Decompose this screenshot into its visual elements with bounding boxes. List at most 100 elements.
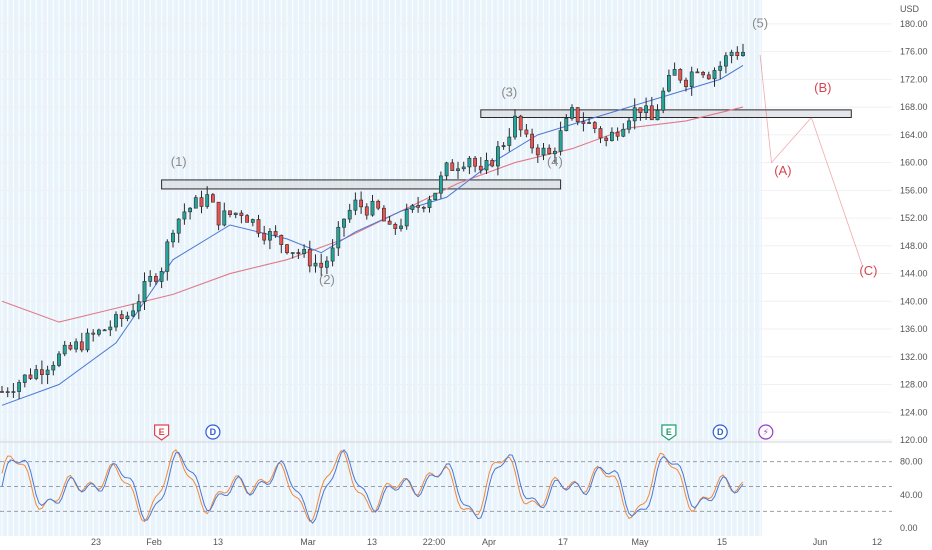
candle-body (51, 365, 56, 371)
event-dividend[interactable]: D (205, 424, 221, 440)
time-tick-label: Jun (813, 537, 828, 547)
session-background (0, 0, 762, 536)
event-letter: E (666, 427, 672, 437)
event-earnings2[interactable]: E (661, 424, 677, 441)
candle-body (22, 374, 27, 383)
candle-body (495, 146, 500, 167)
wave-label-w5: (5) (752, 15, 768, 30)
candle-body (438, 175, 443, 194)
candle-body (393, 223, 398, 229)
candle-body (313, 262, 318, 267)
candle-body (695, 71, 700, 74)
candle-body (404, 209, 409, 227)
candle-body (188, 207, 193, 213)
candle-body (5, 391, 10, 393)
time-tick-label: 13 (367, 537, 377, 547)
candle-body (336, 226, 341, 249)
candle-body (228, 210, 232, 215)
zone-rect[interactable] (480, 109, 852, 118)
candle-body (450, 162, 455, 171)
event-markers[interactable]: E D E D ⚡ (154, 424, 774, 441)
candle-body (79, 341, 84, 351)
candle-body (279, 234, 284, 245)
time-axis-bg (0, 536, 932, 550)
candle-body (97, 329, 101, 335)
event-split[interactable]: ⚡ (758, 424, 774, 440)
candle-body (592, 122, 597, 129)
candle-body (285, 244, 289, 254)
event-dividend[interactable]: D (712, 424, 728, 440)
candle-body (359, 199, 364, 208)
candle-body (552, 150, 557, 155)
candle-body (119, 314, 124, 319)
candle-body (250, 219, 255, 223)
price-tick-label: 160.00 (900, 158, 928, 168)
sma-slow-line (1, 106, 744, 323)
time-tick-label: 23 (91, 537, 101, 547)
candle-body (513, 115, 517, 138)
candle-body (165, 241, 170, 272)
event-letter: D (717, 427, 724, 437)
zone-rect[interactable] (161, 179, 562, 190)
candle-body (701, 72, 706, 76)
candle-body (193, 197, 198, 209)
candle-body (444, 162, 449, 177)
event-earnings[interactable]: E (154, 424, 170, 441)
time-axis[interactable]: 23 Feb 13 Mar 13 22:00 Apr 17 May 15 Jun 12 (0, 536, 932, 550)
candle-body (176, 218, 181, 234)
candle-body (587, 122, 592, 124)
candle-body (381, 207, 386, 222)
candle-body (102, 329, 107, 332)
candle-body (644, 105, 649, 113)
candle-body (222, 210, 227, 226)
candle-body (399, 225, 403, 229)
candle-body (609, 131, 614, 141)
candle-body (262, 232, 267, 241)
candle-body (131, 310, 136, 317)
candle-body (17, 382, 22, 392)
candle-body (108, 326, 113, 331)
candle-body (678, 69, 683, 81)
candle-body (39, 369, 44, 375)
candle-body (148, 276, 153, 282)
candle-body (484, 160, 489, 171)
wave-label-w2: (2) (319, 272, 335, 287)
event-letter: D (210, 427, 217, 437)
support-resistance-zones[interactable] (161, 109, 852, 190)
price-tick-label: 156.00 (900, 185, 928, 195)
candle-body (598, 128, 603, 139)
candle-body (11, 391, 16, 393)
candle-body (535, 147, 540, 156)
candle-body (142, 281, 147, 302)
candle-body (62, 344, 67, 355)
candle-body (723, 55, 728, 67)
candle-body (575, 107, 580, 123)
candle-body (672, 69, 677, 76)
time-tick-label: 12 (872, 537, 882, 547)
candle-body (290, 252, 295, 254)
candle-body (655, 109, 660, 121)
wave-label-w4: (4) (547, 154, 563, 169)
candle-body (581, 121, 586, 124)
currency-label: USD (900, 4, 920, 14)
candle-body (666, 75, 671, 92)
price-tick-label: 168.00 (900, 102, 928, 112)
price-axis[interactable]: USD 180.00 176.00 172.00 168.00 164.00 160.00 1… (892, 0, 932, 550)
candle-body (85, 332, 90, 351)
candle-body (421, 207, 426, 209)
candle-body (547, 147, 552, 155)
candle-body (507, 136, 512, 146)
price-tick-label: 152.00 (900, 213, 928, 223)
candle-body (376, 200, 381, 209)
candle-body (416, 205, 421, 208)
candle-body (370, 200, 375, 216)
candle-body (387, 220, 392, 225)
time-tick-label: 22:00 (423, 537, 446, 547)
stoch-k-line (1, 449, 744, 524)
price-tick-label: 172.00 (900, 74, 928, 84)
time-bands (0, 0, 762, 536)
time-tick-label: 13 (213, 537, 223, 547)
candle-body (28, 374, 33, 379)
sma-fast-line (1, 65, 744, 406)
